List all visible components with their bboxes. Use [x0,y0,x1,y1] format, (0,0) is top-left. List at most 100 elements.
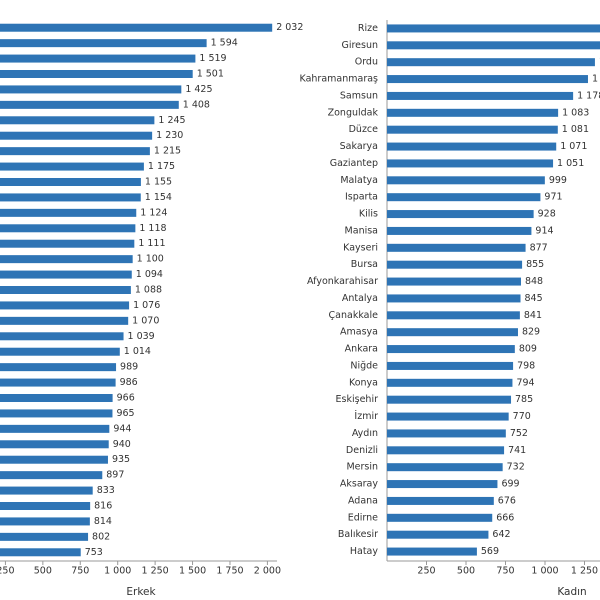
x-tick-label: 1 250 [571,566,598,577]
y-tick-label: Hatay [350,546,379,557]
y-tick-label: Eskişehir [336,394,379,405]
y-tick-label: Ankara [345,344,378,355]
bar [0,517,90,526]
bar [0,100,179,109]
bar [387,159,554,168]
value-label: 986 [120,377,138,388]
value-label: 752 [510,428,528,439]
x-tick-label: 1 250 [142,566,169,577]
y-tick-label: Mersin [346,462,378,473]
value-label: 642 [492,529,510,540]
value-label: 848 [525,276,543,287]
bar [0,301,130,310]
value-label: 1 178 [577,90,600,101]
bar [0,455,108,464]
value-label: 914 [535,225,553,236]
x-tick-label: 250 [417,566,435,577]
y-tick-label: Giresun [341,40,378,51]
value-label: 816 [94,501,112,512]
value-label: 1 051 [557,158,584,169]
value-label: 897 [106,470,124,481]
value-label: 965 [116,408,134,419]
y-tick-label: Kilis [359,209,378,220]
bar [0,471,103,480]
y-tick-label: Kayseri [343,242,378,253]
bar [0,85,182,94]
value-label: 770 [513,411,531,422]
value-label: 753 [85,547,103,558]
y-tick-label: Balıkesir [338,529,378,540]
value-label: 1 425 [185,84,212,95]
bar [387,328,518,337]
value-label: 1 039 [128,331,155,342]
bar [387,311,520,320]
value-label: 1 175 [148,161,175,172]
value-label: 1 124 [140,207,167,218]
bar [387,277,521,286]
y-tick-label: Bursa [351,259,378,270]
y-tick-label: İzmir [354,411,378,422]
value-label: 1 154 [145,192,172,203]
bar [0,116,155,125]
bar [0,23,273,32]
y-tick-label: Afyonkarahisar [307,276,378,287]
bar [387,75,588,84]
y-tick-label: Konya [349,377,378,388]
y-tick-label: Aydın [352,428,378,439]
value-label: 1 070 [132,315,159,326]
x-tick-label: 500 [457,566,475,577]
bar [387,480,498,489]
y-tick-label: Denizli [346,445,378,456]
bar [0,270,132,279]
bar [0,502,91,510]
value-label: 794 [516,377,534,388]
y-tick-label: Ordu [355,57,378,68]
bar [0,239,135,248]
bar [387,412,509,421]
value-label: 944 [113,423,131,434]
y-tick-label: Aksaray [340,479,378,490]
bar [0,224,136,233]
value-label: 1 245 [158,115,185,126]
bar [387,226,532,235]
bar [0,70,193,78]
y-tick-label: Kahramanmaraş [300,74,379,85]
bar [0,208,137,217]
value-label: 1 094 [136,269,163,280]
y-tick-label: Edirne [348,512,378,523]
bar [0,409,113,418]
bar [387,530,489,539]
x-tick-label: 250 [0,566,14,577]
value-label: 1 083 [562,107,589,118]
bar [387,345,515,354]
value-label: 2 032 [276,22,303,33]
bar [0,54,196,63]
bar [0,193,141,202]
bar [387,361,514,370]
y-tick-label: Samsun [340,90,378,101]
x-tick-label: 2 000 [254,566,281,577]
value-label: 1 155 [145,177,172,188]
bar [387,463,503,472]
value-label: 1 118 [139,223,166,234]
value-label: 1 111 [138,238,165,249]
value-label: 1 594 [211,38,238,49]
bar [387,547,477,556]
value-label: 1 071 [560,141,587,152]
value-label: 798 [517,360,535,371]
y-tick-label: Çanakkale [329,310,379,321]
bar [387,108,559,117]
bar [0,39,207,48]
value-label: 1 316 [599,57,600,68]
value-label: 666 [496,512,514,523]
y-tick-label: Isparta [345,192,378,203]
value-label: 999 [549,175,567,186]
y-tick-label: Adana [348,495,378,506]
bar [0,131,153,140]
y-tick-label: Gaziantep [330,158,378,169]
value-label: 855 [526,259,544,270]
x-tick-label: 750 [71,566,89,577]
bar [0,363,117,372]
x-tick-label: 500 [34,566,52,577]
value-label: 1 088 [135,285,162,296]
